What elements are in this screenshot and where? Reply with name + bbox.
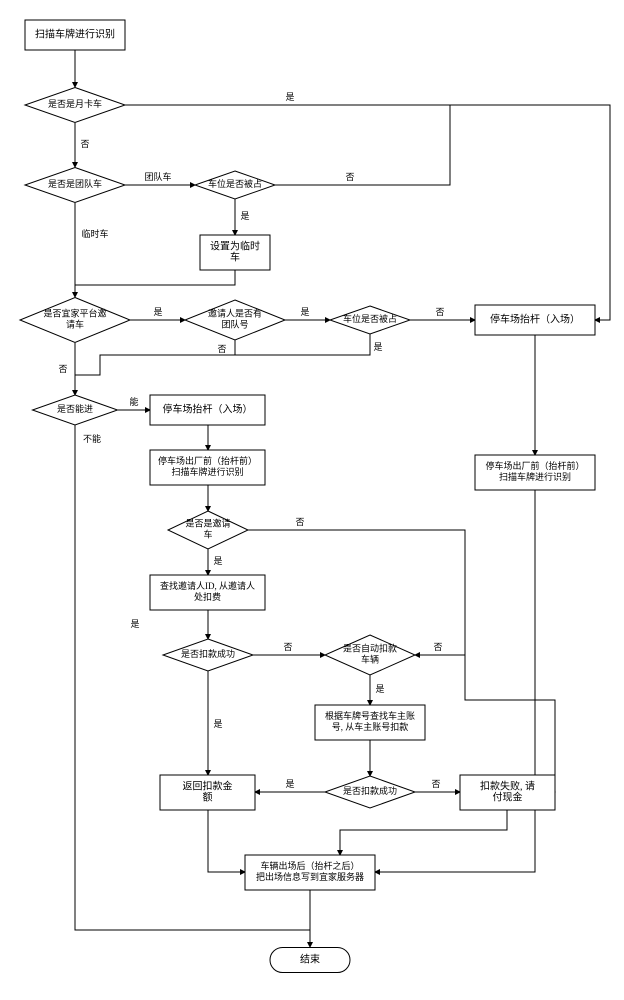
svg-text:是: 是 xyxy=(285,779,294,789)
svg-text:结束: 结束 xyxy=(300,952,320,965)
svg-text:车: 车 xyxy=(230,250,240,263)
svg-text:是否自动扣款: 是否自动扣款 xyxy=(343,643,397,654)
svg-text:邀请人是否有: 邀请人是否有 xyxy=(208,308,262,319)
svg-text:付现金: 付现金 xyxy=(493,790,523,803)
svg-text:是否是团队车: 是否是团队车 xyxy=(48,178,102,189)
svg-text:是: 是 xyxy=(213,556,222,566)
svg-text:车辆出场后（抬杆之后）: 车辆出场后（抬杆之后） xyxy=(260,860,359,871)
svg-text:能: 能 xyxy=(129,396,138,407)
svg-text:停车场抬杆（入场）: 停车场抬杆（入场） xyxy=(490,312,580,325)
svg-text:否: 否 xyxy=(295,517,304,527)
svg-text:扫描车牌进行识别: 扫描车牌进行识别 xyxy=(35,27,115,40)
svg-text:车辆: 车辆 xyxy=(361,654,379,665)
svg-text:查找邀请人ID, 从邀请人: 查找邀请人ID, 从邀请人 xyxy=(160,580,255,591)
svg-text:车位是否被占: 车位是否被占 xyxy=(343,313,397,324)
svg-text:否: 否 xyxy=(431,779,440,789)
svg-text:否: 否 xyxy=(283,642,292,652)
svg-text:否: 否 xyxy=(217,344,226,354)
svg-text:返回扣款金: 返回扣款金 xyxy=(183,779,233,792)
svg-text:是否是月卡车: 是否是月卡车 xyxy=(48,98,102,109)
svg-text:是否是邀请: 是否是邀请 xyxy=(185,518,230,529)
svg-text:是否宜家平台邀: 是否宜家平台邀 xyxy=(43,308,106,319)
svg-text:是否扣款成功: 是否扣款成功 xyxy=(343,785,397,796)
svg-text:额: 额 xyxy=(203,790,213,803)
svg-text:临时车: 临时车 xyxy=(81,228,108,239)
svg-text:是: 是 xyxy=(285,92,294,102)
svg-text:否: 否 xyxy=(435,307,444,317)
svg-text:否: 否 xyxy=(80,139,89,149)
svg-text:团队号: 团队号 xyxy=(221,319,248,330)
svg-text:团队车: 团队车 xyxy=(144,171,171,182)
svg-text:扣款失败, 请: 扣款失败, 请 xyxy=(480,779,535,792)
edge-labels-layer: 是否团队车否是临时车是是否否是否能否是是否是否是是否不能 xyxy=(58,92,444,789)
svg-text:根据车牌号查找车主账: 根据车牌号查找车主账 xyxy=(325,710,415,721)
svg-text:车位是否被占: 车位是否被占 xyxy=(208,178,262,189)
svg-text:是: 是 xyxy=(373,342,382,352)
flowchart-diagram: 扫描车牌进行识别是否是月卡车是否是团队车车位是否被占设置为临时车是否宜家平台邀请… xyxy=(0,0,624,1000)
svg-text:是否扣款成功: 是否扣款成功 xyxy=(181,648,235,659)
svg-text:是: 是 xyxy=(375,684,384,694)
svg-text:扫描车牌进行识别: 扫描车牌进行识别 xyxy=(499,471,571,482)
svg-text:是: 是 xyxy=(240,211,249,221)
svg-text:是: 是 xyxy=(213,719,222,729)
svg-text:号, 从车主账号扣款: 号, 从车主账号扣款 xyxy=(332,721,409,732)
svg-text:处扣费: 处扣费 xyxy=(194,591,221,602)
svg-text:是: 是 xyxy=(300,307,309,317)
svg-text:扫描车牌进行识别: 扫描车牌进行识别 xyxy=(171,466,243,477)
svg-text:是: 是 xyxy=(153,307,162,317)
svg-text:否: 否 xyxy=(58,364,67,374)
svg-text:停车场出厂前（抬杆前）: 停车场出厂前（抬杆前） xyxy=(485,460,584,471)
svg-text:是: 是 xyxy=(130,619,139,629)
svg-text:是否能进: 是否能进 xyxy=(57,403,93,414)
svg-text:否: 否 xyxy=(345,172,354,182)
svg-text:车: 车 xyxy=(203,529,212,540)
nodes-layer: 扫描车牌进行识别是否是月卡车是否是团队车车位是否被占设置为临时车是否宜家平台邀请… xyxy=(20,20,595,973)
svg-text:请车: 请车 xyxy=(66,319,84,330)
svg-text:不能: 不能 xyxy=(83,433,101,444)
svg-text:设置为临时: 设置为临时 xyxy=(210,239,260,252)
svg-text:否: 否 xyxy=(433,642,442,652)
svg-text:停车场出厂前（抬杆前）: 停车场出厂前（抬杆前） xyxy=(158,455,257,466)
svg-text:把出场信息写到宜家服务器: 把出场信息写到宜家服务器 xyxy=(256,871,364,882)
svg-text:停车场抬杆（入场）: 停车场抬杆（入场） xyxy=(163,402,253,415)
